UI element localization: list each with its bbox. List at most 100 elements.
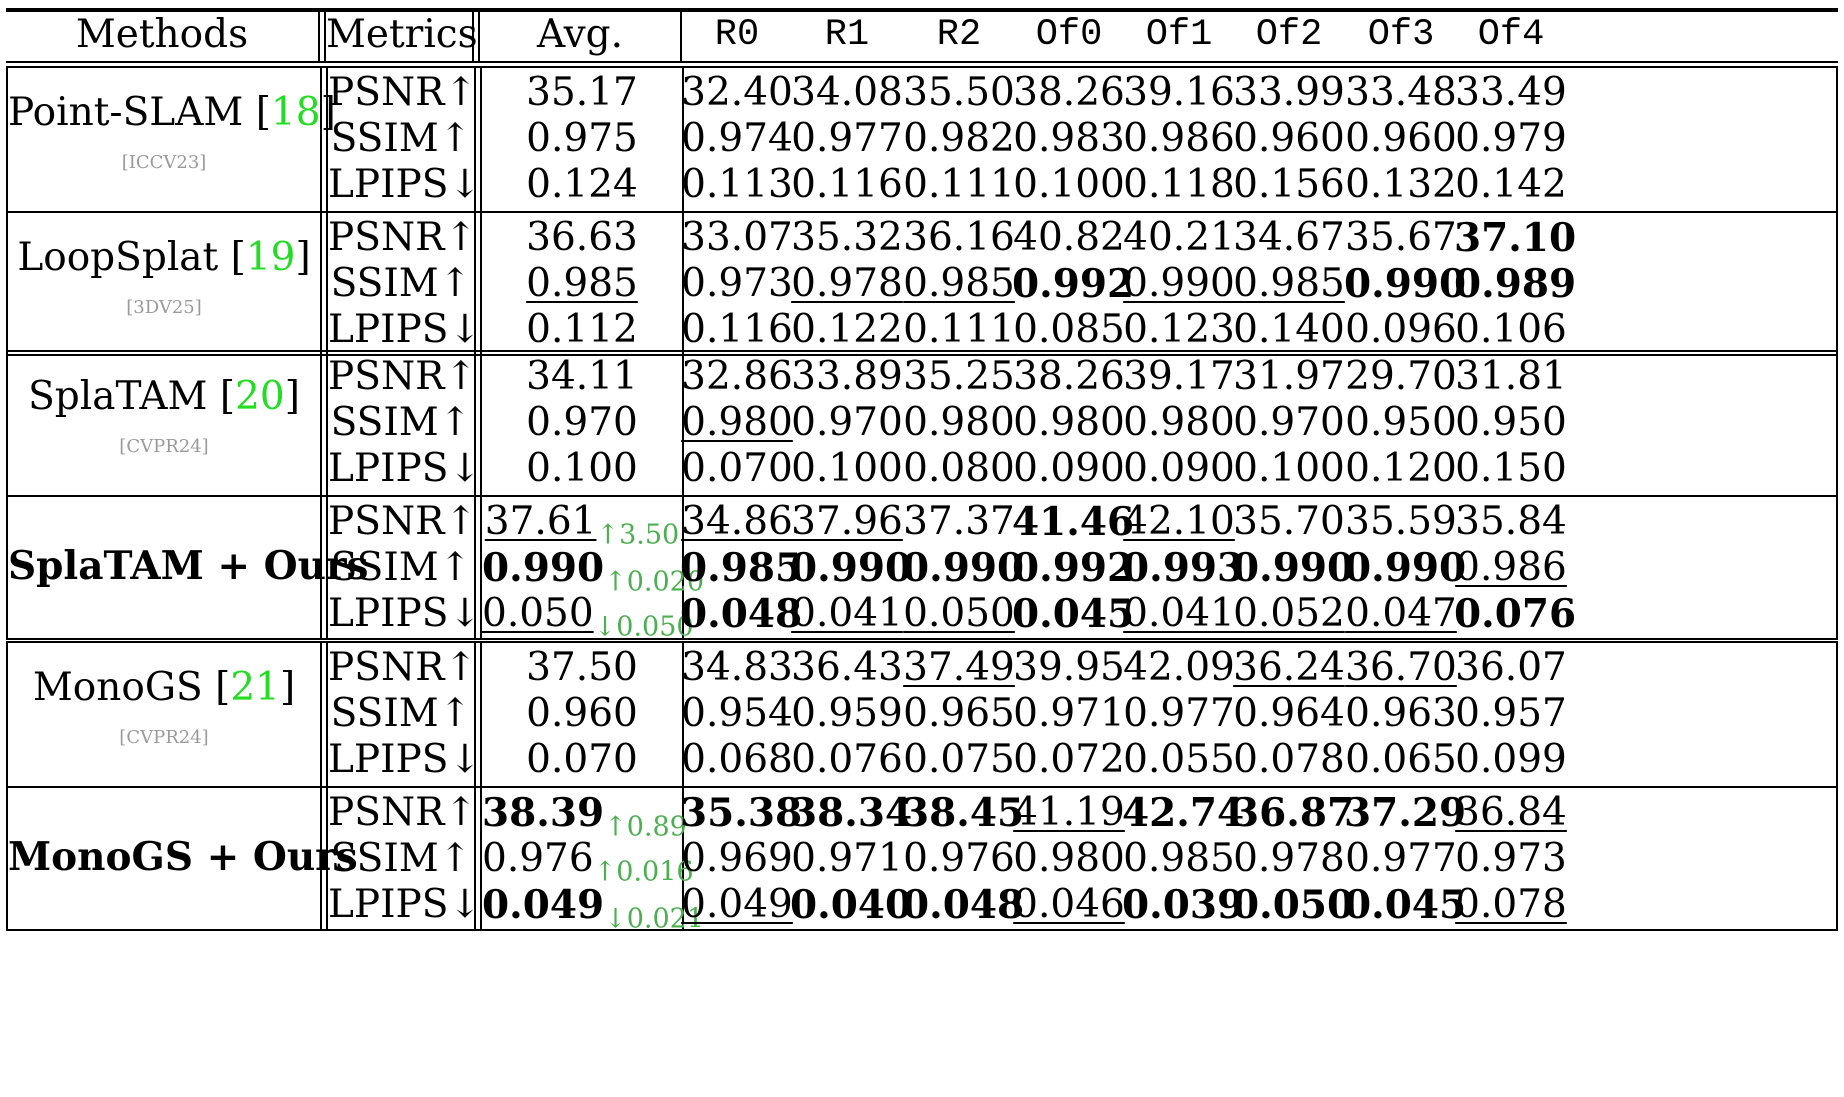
table-cell: 36.07 — [1454, 645, 1568, 690]
avg-delta: ↑3.50 — [596, 519, 680, 551]
cell-value: 0.986 — [1455, 545, 1567, 590]
cell-value: 38.26 — [1013, 354, 1125, 399]
metric-label: PSNR↑ — [328, 215, 478, 260]
citation-link[interactable]: 21 — [230, 665, 280, 710]
metric-label: PSNR↑ — [328, 499, 478, 544]
cell-value: 42.74 — [1122, 790, 1245, 836]
cell-value: 0.971 — [1013, 691, 1125, 736]
citation-link[interactable]: 18 — [270, 90, 321, 135]
cell-value: 36.43 — [791, 645, 903, 690]
table-cell: 38.26 — [1012, 354, 1126, 399]
cell-value: 0.116 — [791, 162, 903, 207]
group-separator — [8, 495, 1836, 497]
table-cell: 35.25 — [902, 354, 1016, 399]
header-scene-of0: Of0 — [1035, 14, 1103, 56]
cell-value: 0.142 — [1455, 162, 1567, 207]
cell-value: 0.106 — [1455, 307, 1567, 352]
table-cell: 34.83 — [680, 645, 794, 690]
table-cell: 0.156 — [1232, 162, 1346, 207]
table-cell: 0.980 — [1012, 400, 1126, 445]
cell-value: 0.990 — [1344, 261, 1467, 307]
table-cell: 42.74 — [1122, 790, 1244, 836]
header-scene-of1: Of1 — [1145, 14, 1213, 56]
table-cell: 0.970 — [790, 400, 904, 445]
table-cell: 0.150 — [1454, 446, 1568, 491]
table-cell: 0.990 — [790, 545, 912, 591]
table-cell: 36.70 — [1344, 645, 1458, 690]
table-cell: 0.050 — [1232, 882, 1354, 928]
cell-value: 34.08 — [791, 70, 903, 115]
cell-value: 39.95 — [1013, 645, 1125, 690]
metric-label: LPIPS↓ — [328, 737, 482, 782]
cell-value: 35.59 — [1345, 499, 1457, 544]
table-cell: 0.048 — [680, 591, 802, 637]
table-cell: 0.072 — [1012, 737, 1126, 782]
avg-value: 37.61 — [484, 499, 597, 544]
cell-value: 0.118 — [1123, 162, 1235, 207]
table-cell: 41.46 — [1012, 499, 1134, 545]
metric-label: SSIM↑ — [330, 400, 472, 445]
cell-value: 0.970 — [1233, 400, 1345, 445]
cell-value: 42.10 — [1123, 499, 1235, 544]
cell-value: 0.080 — [903, 446, 1015, 491]
cell-value: 0.099 — [1455, 737, 1567, 782]
cell-value: 36.87 — [1232, 790, 1355, 836]
table-cell: 0.992 — [1012, 261, 1134, 307]
method-group-1: Point-SLAM [18] [ICCV23] PSNR↑ 35.17 32.40 34… — [6, 66, 1838, 356]
header-col-divider — [318, 12, 320, 61]
avg-cell: 0.070 — [482, 737, 682, 782]
avg-cell: 37.61↑3.50 — [482, 499, 682, 550]
avg-value: 0.050 — [482, 591, 594, 636]
header-col-divider — [478, 12, 480, 61]
method-name-text: SplaTAM [ — [28, 374, 236, 419]
table-cell: 0.974 — [680, 116, 794, 161]
avg-cell: 0.975 — [482, 116, 682, 161]
table-cell: 0.040 — [790, 882, 912, 928]
table-cell: 0.049 — [680, 882, 794, 927]
header-scene-r1: R1 — [824, 14, 870, 56]
table-cell: 0.100 — [1232, 446, 1346, 491]
cell-value: 0.960 — [1345, 116, 1457, 161]
table-cell: 0.090 — [1122, 446, 1236, 491]
citation-link[interactable]: 19 — [245, 235, 296, 280]
table-cell: 0.993 — [1122, 545, 1244, 591]
method-name-text: Point-SLAM [ — [8, 90, 271, 135]
cell-value: 31.81 — [1455, 354, 1567, 399]
table-cell: 35.67 — [1344, 215, 1458, 260]
cell-value: 0.070 — [681, 446, 793, 491]
avg-value: 0.985 — [526, 261, 638, 306]
cell-value: 36.24 — [1233, 645, 1345, 690]
avg-value: 0.970 — [526, 400, 638, 445]
method-group-3: MonoGS [21] [CVPR24] PSNR↑ 37.50 34.83 36.43 3… — [6, 641, 1838, 934]
table-cell: 31.97 — [1232, 354, 1346, 399]
table-cell: 38.34 — [790, 790, 912, 836]
metric-label: PSNR↑ — [328, 645, 478, 690]
cell-value: 33.99 — [1233, 70, 1345, 115]
avg-delta: ↓0.050 — [593, 611, 694, 643]
avg-value: 36.63 — [526, 215, 638, 260]
avg-cell: 0.124 — [482, 162, 682, 207]
avg-value: 0.112 — [526, 307, 638, 352]
table-cell: 0.046 — [1012, 882, 1126, 927]
avg-cell: 0.112 — [482, 307, 682, 352]
avg-value: 0.049 — [482, 882, 605, 928]
metric-label: SSIM↑ — [330, 545, 472, 590]
table-cell: 0.048 — [902, 882, 1024, 928]
cell-value: 33.49 — [1455, 70, 1567, 115]
avg-cell: 0.985 — [482, 261, 682, 306]
table-cell: 0.985 — [1122, 836, 1236, 881]
cell-value: 0.977 — [791, 116, 903, 161]
metric-label: PSNR↑ — [328, 790, 478, 835]
header-col-divider — [472, 12, 474, 61]
header-avg: Avg. — [537, 12, 623, 57]
table-cell: 39.17 — [1122, 354, 1236, 399]
table-cell: 32.86 — [680, 354, 794, 399]
citation-link[interactable]: 20 — [235, 374, 285, 419]
cell-value: 42.09 — [1123, 645, 1235, 690]
cell-value: 32.86 — [681, 354, 793, 399]
avg-value: 0.975 — [526, 116, 638, 161]
method-venue: [ICCV23] — [121, 152, 207, 173]
table-cell: 0.960 — [1232, 116, 1346, 161]
cell-value: 0.950 — [1345, 400, 1457, 445]
table-cell: 0.980 — [1122, 400, 1236, 445]
